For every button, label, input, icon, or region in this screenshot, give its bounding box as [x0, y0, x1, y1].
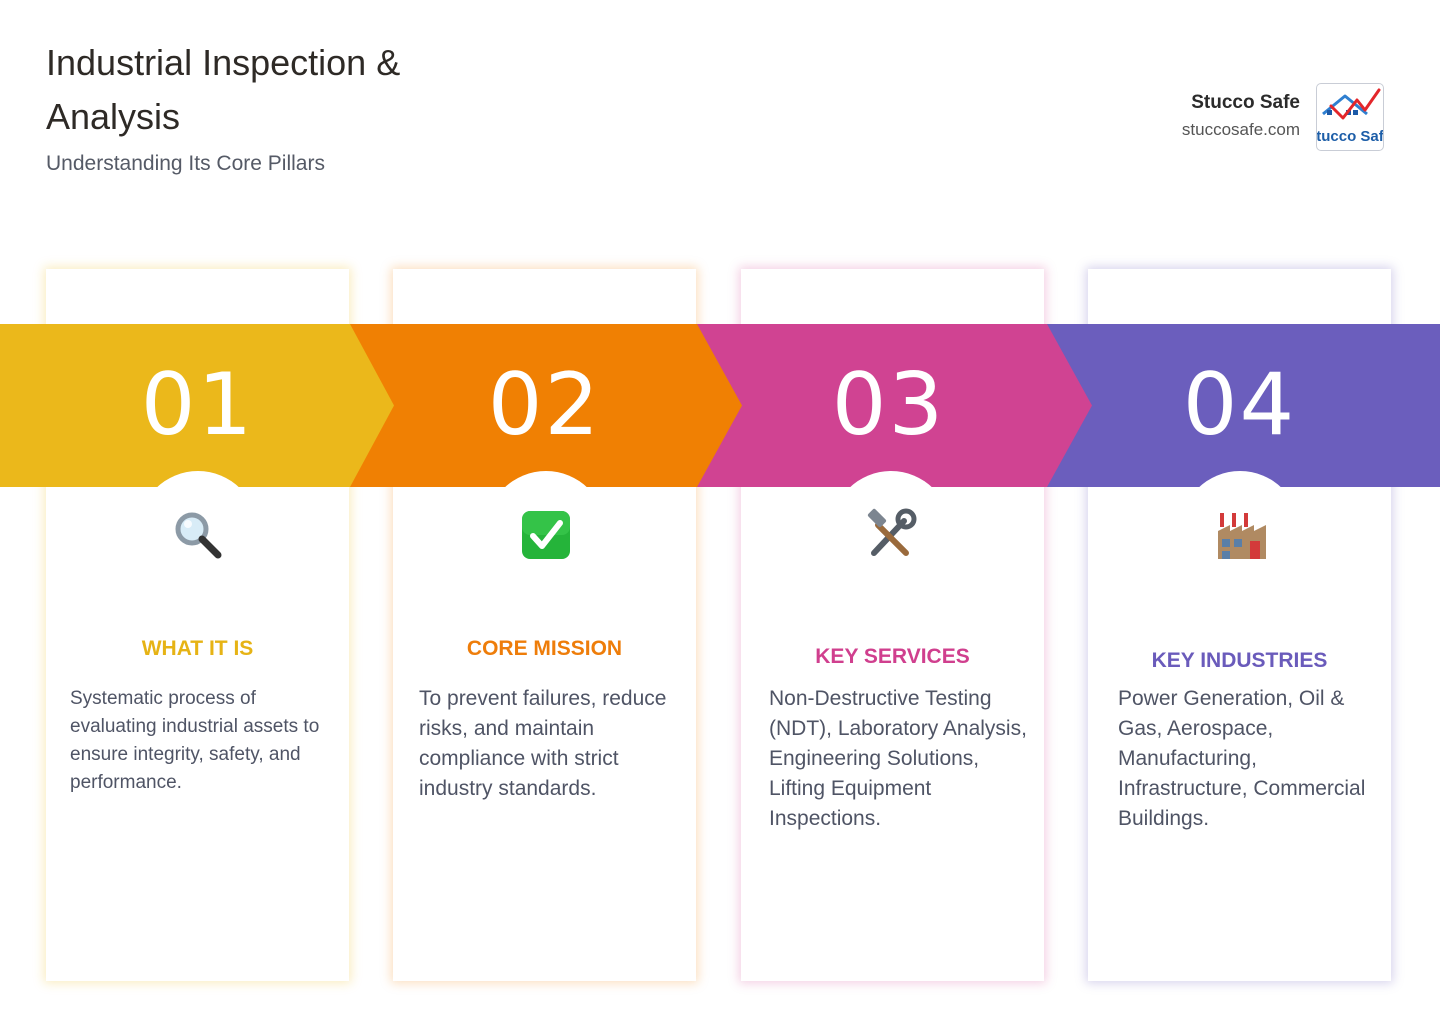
logo-lettering: tucco Saf — [1317, 128, 1383, 145]
pillar-description-3: Non-Destructive Testing (NDT), Laborator… — [769, 687, 1027, 830]
brand-block: Stucco Safe stuccosafe.com — [1182, 90, 1300, 144]
magnifying-glass-icon — [168, 505, 228, 565]
arrow-band-2 — [349, 324, 742, 487]
pillar-number-1: 01 — [140, 355, 255, 455]
arrow-band-1 — [0, 324, 394, 487]
hammer-and-wrench-icon — [860, 505, 920, 565]
pillar-title-3: KEY SERVICES — [815, 645, 970, 668]
brand-name: Stucco Safe — [1191, 92, 1300, 113]
page-subtitle: Understanding Its Core Pillars — [46, 152, 325, 175]
pillar-title-2: CORE MISSION — [466, 637, 623, 660]
pillar-title-1: WHAT IT IS — [141, 637, 254, 660]
brand-url[interactable]: stuccosafe.com — [1181, 120, 1300, 139]
pillar-number-3: 03 — [831, 355, 946, 455]
pillar-description-2: To prevent failures, reduce risks, and m… — [419, 687, 667, 800]
page-title: Industrial Inspection & Analysis — [46, 42, 401, 137]
factory-icon — [1212, 505, 1272, 565]
pillar-number-4: 04 — [1182, 355, 1297, 455]
pillar-description-4: Power Generation, Oil & Gas, Aerospace, … — [1118, 687, 1366, 830]
pillar-title-4: KEY INDUSTRIES — [1151, 649, 1328, 672]
pillar-number-2: 02 — [487, 355, 602, 455]
check-mark-button-icon — [516, 505, 576, 565]
stucco-safe-logo: tucco Saf — [1316, 83, 1384, 151]
pillar-description-1: Systematic process of evaluating industr… — [70, 688, 320, 793]
arrow-band-3 — [697, 324, 1092, 487]
arrow-band-4 — [1047, 324, 1440, 487]
